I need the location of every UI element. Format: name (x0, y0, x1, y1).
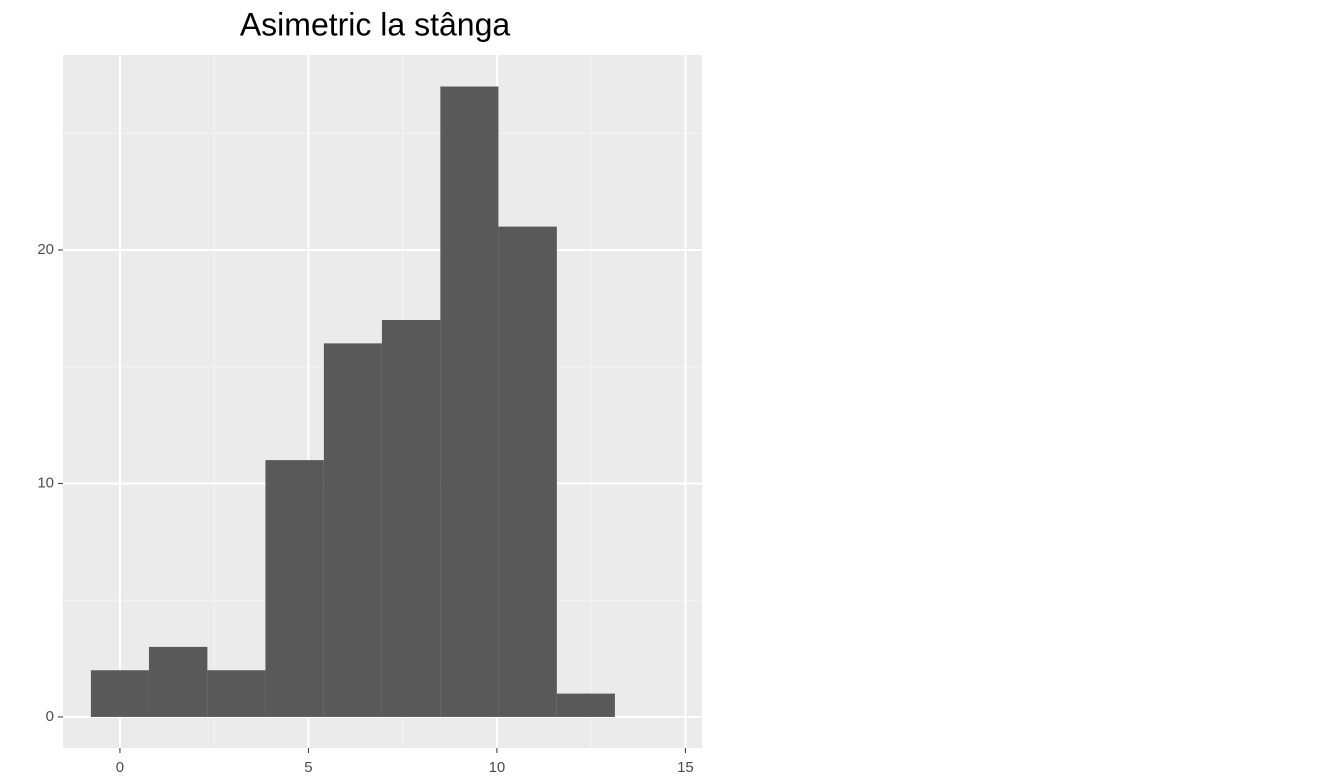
x-tick-label: 0 (116, 759, 124, 776)
x-tick-label: 15 (677, 759, 694, 776)
histogram-bar (440, 86, 499, 717)
histogram-bar (265, 460, 324, 717)
histogram-bar (498, 226, 557, 717)
histogram-bar (90, 670, 149, 717)
histogram-bar (207, 670, 266, 717)
y-tick-label: 20 (37, 241, 54, 258)
x-tick-label: 5 (304, 759, 312, 776)
histogram-bar (556, 693, 615, 717)
y-tick-label: 0 (46, 708, 54, 725)
x-tick-label: 10 (489, 759, 506, 776)
histogram-bar (323, 343, 382, 717)
chart-title: Asimetric la stânga (240, 6, 511, 42)
histogram-bar (148, 646, 208, 717)
y-tick-label: 10 (37, 474, 54, 491)
histogram-bar (381, 320, 441, 717)
